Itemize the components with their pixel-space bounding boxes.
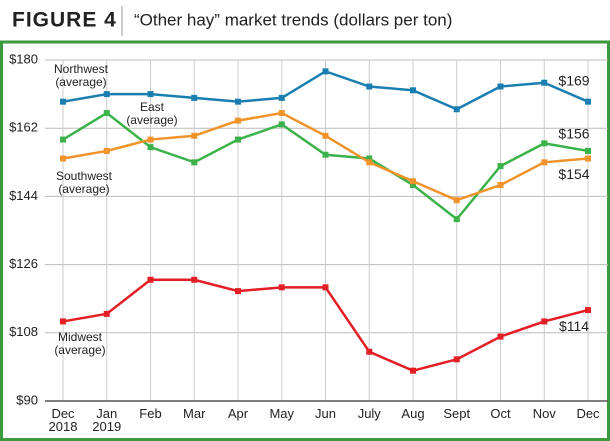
- point: [541, 79, 548, 86]
- x-tick-label: July: [358, 406, 382, 421]
- y-tick-label: $108: [9, 324, 38, 339]
- point: [191, 132, 198, 139]
- point: [147, 91, 154, 98]
- value-label: $156: [558, 126, 589, 142]
- figure-label: FIGURE 4: [12, 9, 117, 32]
- x-tick-label: Feb: [139, 406, 161, 421]
- value-label: $154: [558, 166, 589, 182]
- point: [60, 136, 66, 143]
- point: [585, 307, 591, 314]
- point: [497, 83, 504, 90]
- point: [60, 98, 66, 105]
- chart-title: “Other hay” market trends (dollars per t…: [134, 10, 452, 29]
- point: [191, 94, 198, 101]
- y-tick-label: $90: [16, 392, 38, 407]
- x-tick-label: Nov: [533, 406, 557, 421]
- header: [0, 0, 610, 42]
- point: [60, 318, 66, 325]
- point: [497, 182, 504, 189]
- series-label: Southwest (average): [56, 169, 113, 196]
- point: [278, 284, 285, 291]
- point: [103, 147, 110, 154]
- point: [322, 284, 329, 291]
- value-label: $114: [559, 318, 589, 334]
- point: [103, 310, 110, 317]
- point: [410, 182, 416, 189]
- point: [278, 110, 285, 117]
- point: [453, 356, 460, 363]
- x-tick-label: Oct: [490, 406, 511, 421]
- point: [322, 68, 329, 75]
- x-tick-label: Jan 2019: [92, 406, 121, 434]
- point: [541, 159, 548, 166]
- x-tick-label: Dec: [576, 406, 600, 421]
- point: [585, 98, 591, 105]
- point: [191, 276, 198, 283]
- point: [235, 117, 241, 124]
- point: [497, 163, 504, 170]
- point: [235, 136, 241, 143]
- point: [366, 83, 373, 90]
- series-label: Northwest (average): [54, 62, 109, 89]
- point: [410, 367, 416, 374]
- point: [366, 155, 373, 162]
- point: [585, 147, 591, 154]
- point: [147, 276, 154, 283]
- x-tick-label: Mar: [183, 406, 206, 421]
- point: [366, 159, 373, 166]
- point: [147, 136, 154, 143]
- x-tick-label: May: [269, 406, 294, 421]
- y-tick-label: $162: [9, 120, 38, 135]
- point: [410, 178, 416, 185]
- point: [103, 91, 110, 98]
- point: [366, 348, 373, 355]
- series-label: East (average): [126, 100, 177, 127]
- point: [278, 121, 285, 128]
- point: [453, 106, 460, 113]
- point: [235, 98, 241, 105]
- point: [322, 151, 329, 158]
- point: [322, 132, 329, 139]
- point: [191, 159, 198, 166]
- point: [103, 110, 110, 117]
- series-label: Midwest (average): [54, 330, 105, 357]
- x-tick-label: Dec 2018: [49, 406, 78, 434]
- y-tick-label: $180: [9, 51, 38, 66]
- point: [60, 155, 66, 162]
- point: [541, 318, 548, 325]
- x-tick-label: Jun: [315, 406, 336, 421]
- point: [453, 197, 460, 204]
- point: [410, 87, 416, 94]
- point: [235, 288, 241, 295]
- y-tick-label: $126: [9, 256, 38, 271]
- point: [453, 216, 460, 223]
- point: [497, 333, 504, 340]
- point: [278, 94, 285, 101]
- x-tick-label: Apr: [228, 406, 249, 421]
- y-tick-label: $144: [9, 188, 38, 203]
- value-label: $169: [558, 72, 589, 88]
- x-tick-label: Sept: [443, 406, 470, 421]
- x-tick-label: Aug: [401, 406, 424, 421]
- point: [541, 140, 548, 147]
- point: [147, 144, 154, 151]
- point: [585, 155, 591, 162]
